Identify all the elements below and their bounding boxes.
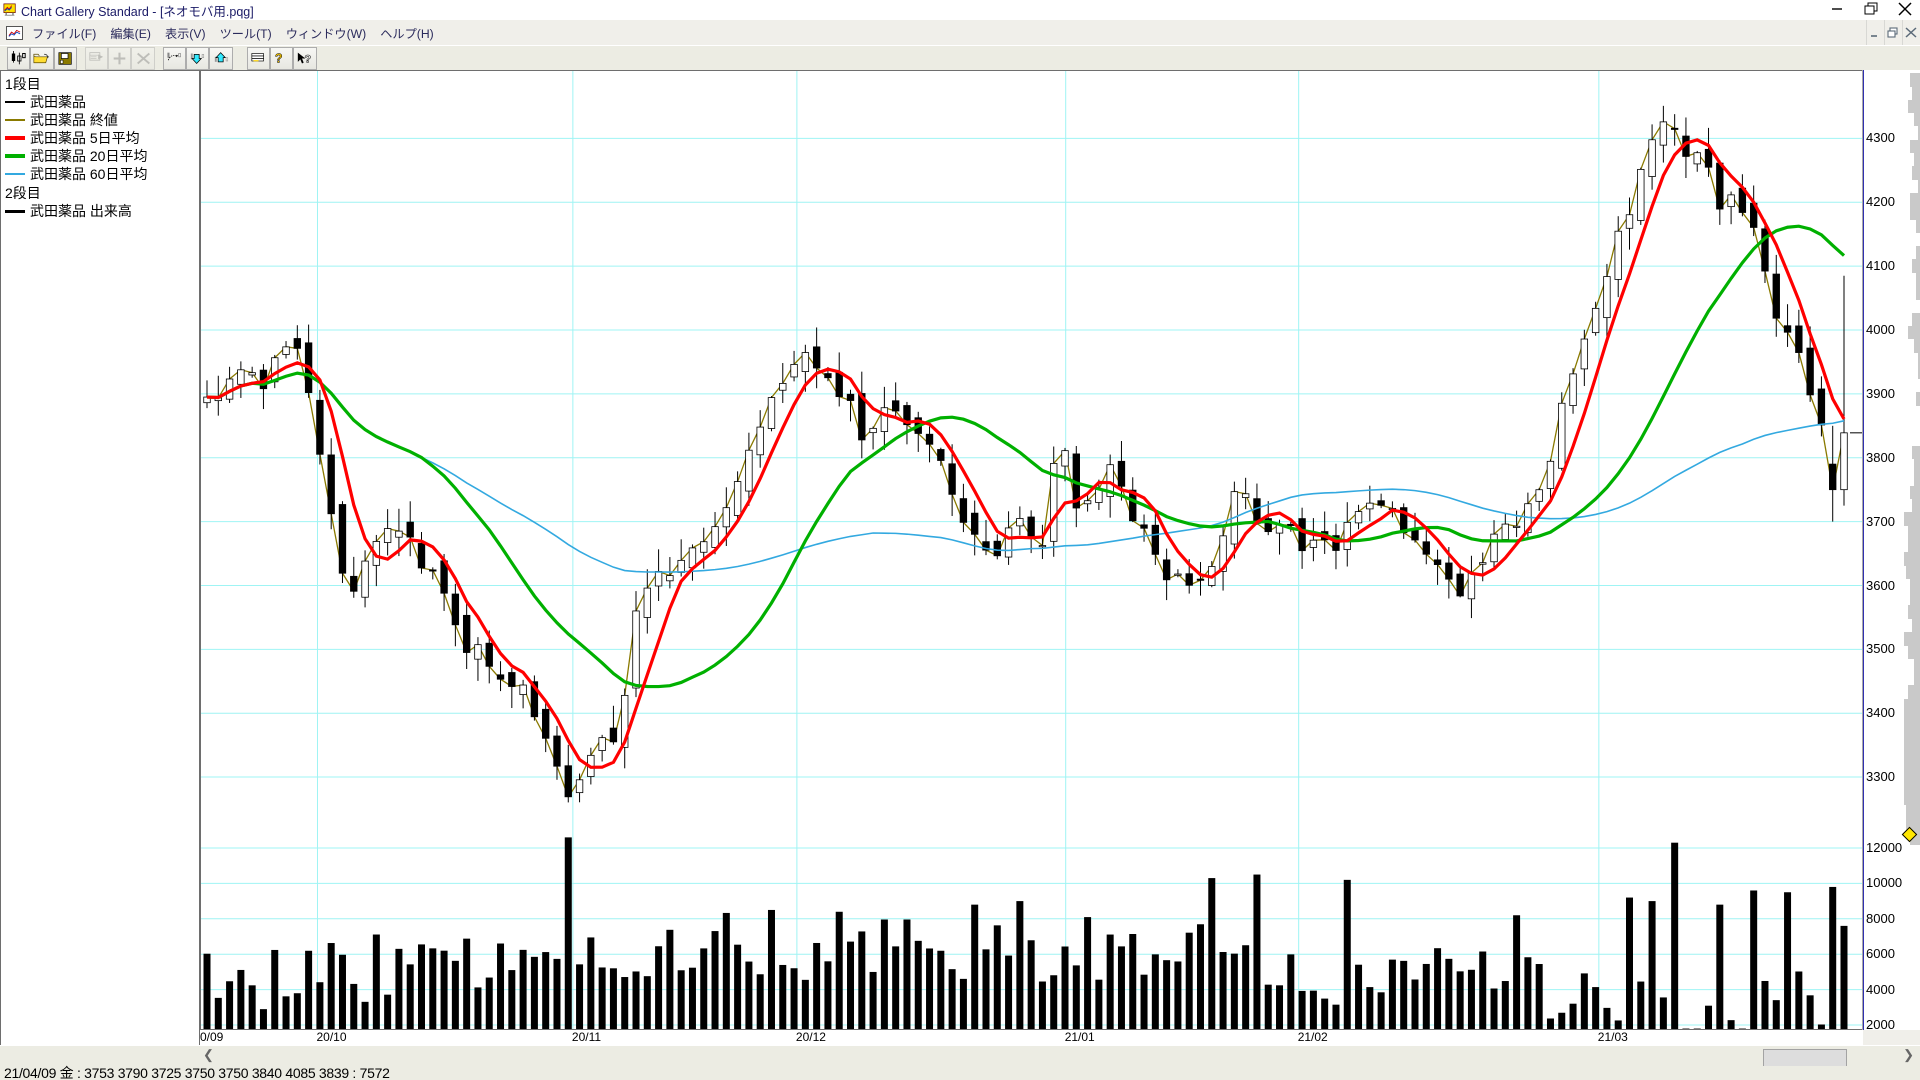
svg-text:?: ? [305, 54, 312, 66]
svg-text:?: ? [275, 52, 283, 66]
